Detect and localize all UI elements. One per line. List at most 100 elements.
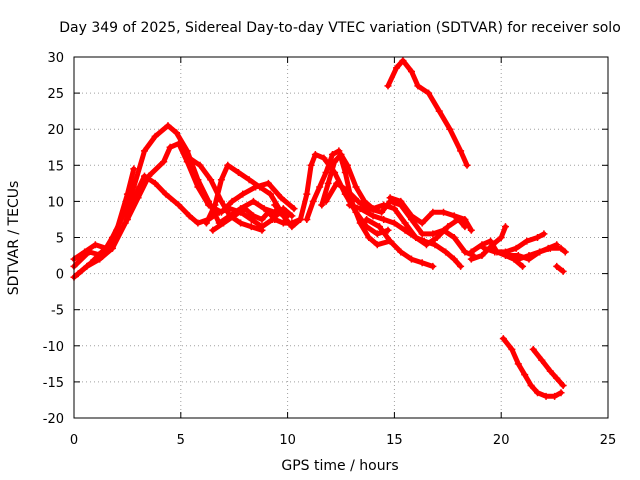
data-point-marker: [519, 262, 527, 270]
data-point-marker: [397, 197, 405, 205]
data-point-marker: [384, 226, 392, 234]
data-point-marker: [356, 205, 364, 213]
data-point-marker: [440, 208, 448, 216]
data-point-marker: [384, 82, 392, 90]
data-point-marker: [461, 215, 469, 223]
y-tick-label: 20: [47, 123, 64, 138]
data-point-marker: [322, 197, 330, 205]
data-point-marker: [130, 183, 138, 191]
data-point-marker: [185, 154, 193, 162]
data-point-marker: [224, 161, 232, 169]
data-point-marker: [258, 215, 266, 223]
series-trace: [203, 162, 291, 226]
series-sat-n: [386, 194, 475, 234]
data-point-marker: [194, 183, 202, 191]
data-point-marker: [322, 169, 330, 177]
data-point-marker: [373, 230, 381, 238]
data-point-marker: [209, 226, 217, 234]
series-sat-q: [467, 223, 509, 263]
data-point-marker: [164, 122, 172, 130]
data-point-marker: [559, 267, 567, 275]
data-point-marker: [166, 143, 174, 151]
x-tick-label: 10: [279, 433, 296, 448]
data-point-marker: [205, 201, 213, 209]
series-sat-o: [384, 57, 471, 169]
data-point-marker: [491, 248, 499, 256]
x-tick-labels: 0 5 10 15 20 25: [70, 433, 616, 448]
data-point-marker: [290, 205, 298, 213]
data-point-marker: [534, 389, 542, 397]
data-point-marker: [373, 241, 381, 249]
data-point-marker: [151, 179, 159, 187]
data-point-marker: [414, 82, 422, 90]
data-point-marker: [258, 226, 266, 234]
data-point-marker: [401, 219, 409, 227]
data-point-marker: [328, 150, 336, 158]
series-trace: [272, 152, 391, 237]
data-point-marker: [343, 187, 351, 195]
data-point-marker: [467, 248, 475, 256]
data-point-marker: [346, 201, 354, 209]
data-point-marker: [525, 252, 533, 260]
data-point-marker: [412, 234, 420, 241]
data-point-marker: [504, 252, 512, 260]
data-point-marker: [508, 345, 516, 353]
data-point-marker: [442, 248, 450, 256]
series-sat-u: [553, 262, 567, 275]
data-point-marker: [418, 259, 426, 267]
data-point-marker: [418, 230, 426, 238]
data-point-marker: [324, 179, 332, 187]
data-point-marker: [132, 190, 140, 198]
data-point-marker: [247, 223, 255, 231]
data-point-marker: [83, 262, 91, 270]
data-point-marker: [288, 223, 296, 231]
data-point-marker: [130, 165, 138, 173]
x-tick-label: 25: [600, 433, 617, 448]
series-sat-r: [480, 230, 548, 256]
data-point-marker: [529, 345, 537, 353]
data-point-marker: [393, 64, 401, 72]
data-point-marker: [523, 237, 531, 245]
y-axis-title: SDTVAR / TECUs: [6, 181, 22, 296]
data-point-marker: [185, 212, 193, 220]
series-trace: [347, 202, 464, 269]
data-point-marker: [277, 194, 285, 202]
data-point-marker: [121, 219, 129, 227]
data-point-marker: [457, 147, 465, 155]
data-point-marker: [534, 234, 542, 241]
data-point-marker: [407, 255, 415, 263]
y-tick-label: -20: [43, 412, 64, 427]
data-point-marker: [480, 244, 488, 252]
data-point-marker: [343, 161, 351, 169]
y-tick-label: 15: [47, 159, 64, 174]
y-tick-label: 5: [56, 232, 64, 247]
data-point-marker: [514, 360, 522, 368]
y-tick-label: -5: [51, 304, 64, 319]
data-point-marker: [375, 223, 383, 231]
data-point-marker: [303, 190, 311, 198]
data-point-marker: [264, 179, 272, 187]
data-point-marker: [365, 234, 373, 241]
data-point-marker: [303, 215, 311, 223]
data-point-marker: [228, 197, 236, 205]
series-trace: [71, 123, 291, 269]
data-point-marker: [249, 212, 257, 220]
data-point-marker: [241, 205, 249, 213]
data-point-marker: [440, 226, 448, 234]
data-point-marker: [211, 201, 219, 209]
data-point-marker: [501, 223, 509, 231]
data-point-marker: [196, 161, 204, 169]
data-point-marker: [363, 215, 371, 223]
y-tick-label: 0: [56, 268, 64, 283]
data-point-marker: [108, 244, 116, 252]
data-point-marker: [390, 219, 398, 227]
x-tick-label: 5: [177, 433, 185, 448]
data-point-marker: [542, 392, 550, 400]
data-point-marker: [256, 183, 264, 191]
data-point-marker: [450, 255, 458, 263]
data-point-marker: [553, 374, 561, 382]
data-point-marker: [512, 244, 520, 252]
data-point-marker: [194, 219, 202, 227]
data-point-marker: [397, 248, 405, 256]
